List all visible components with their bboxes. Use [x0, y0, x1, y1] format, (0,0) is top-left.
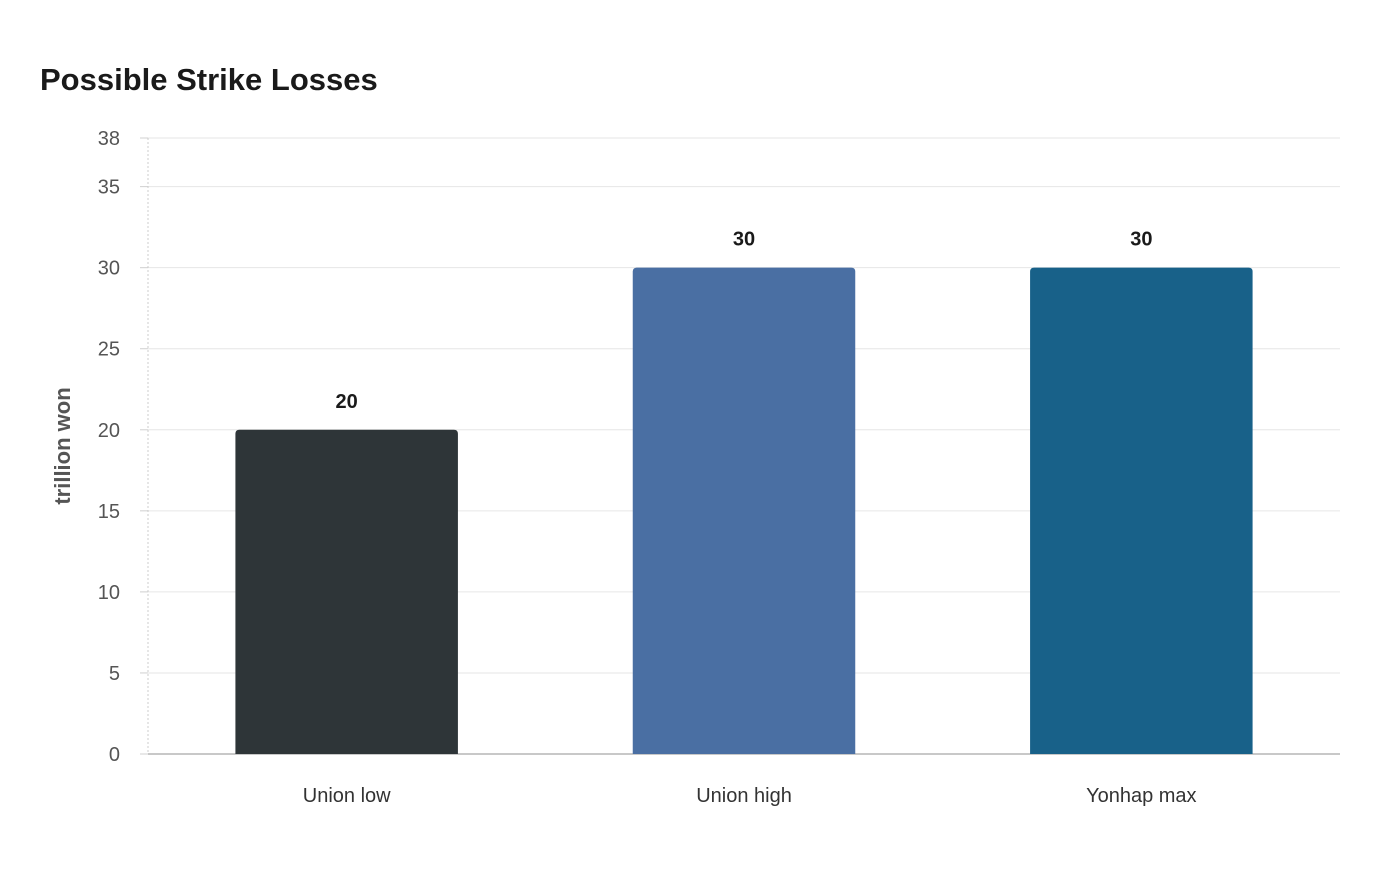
y-tick-label: 30 — [98, 258, 120, 280]
y-tick-label: 38 — [98, 128, 120, 150]
x-category-label: Union high — [696, 785, 792, 807]
data-label: 30 — [1130, 229, 1152, 251]
bar-yonhap-max — [1030, 267, 1253, 754]
labels: 0 5 10 15 20 25 30 35 38 20 Union low 30 Union high 3… — [98, 128, 1197, 807]
bar-union-low — [235, 429, 458, 754]
y-tick-label: 0 — [109, 744, 120, 766]
data-label: 30 — [733, 229, 755, 251]
chart-title: Possible Strike Losses — [40, 62, 378, 97]
y-tick-label: 15 — [98, 501, 120, 523]
data-label: 20 — [336, 391, 358, 413]
x-category-label: Yonhap max — [1086, 785, 1196, 807]
y-tick-label: 35 — [98, 177, 120, 199]
bars — [235, 267, 1253, 754]
y-tick-label: 5 — [109, 663, 120, 685]
y-axis-title: trillion won — [50, 387, 75, 504]
y-tick-label: 20 — [98, 420, 120, 442]
y-tick-label: 10 — [98, 582, 120, 604]
bar-union-high — [632, 267, 856, 754]
y-tick-label: 25 — [98, 339, 120, 361]
x-category-label: Union low — [303, 785, 391, 807]
